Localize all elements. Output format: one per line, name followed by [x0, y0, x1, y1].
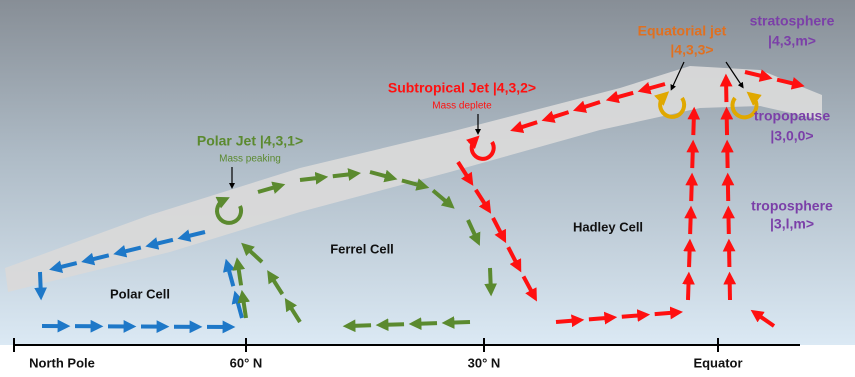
flow-arrow — [333, 174, 355, 176]
flow-arrow — [622, 315, 644, 317]
flow-arrow — [655, 312, 677, 314]
flow-arrow — [382, 324, 404, 325]
jet-note: Mass deplete — [432, 101, 492, 112]
axis-label: 30° N — [468, 355, 501, 370]
diagram: stratosphere |4,3,m> tropopause |3,0,0> … — [0, 0, 855, 377]
jet-name: Equatorial jet — [638, 23, 727, 39]
jet-note: Mass peaking — [219, 154, 281, 165]
flow-arrow — [490, 268, 491, 290]
flow-arrow — [690, 212, 691, 234]
axis-label: Equator — [693, 355, 742, 370]
layer-state: |3,0,0> — [770, 128, 813, 144]
layer-name: tropopause — [754, 108, 830, 124]
jet-name: Polar Jet |4,3,1> — [197, 133, 303, 149]
layer-state: |3,l,m> — [770, 216, 814, 232]
axis-label: 60° N — [230, 355, 263, 370]
flow-arrow — [300, 178, 322, 180]
jet-name: Subtropical Jet |4,3,2> — [388, 80, 536, 96]
flow-arrow — [688, 278, 689, 300]
flow-arrow — [349, 325, 371, 326]
cell-label: Ferrel Cell — [330, 241, 394, 256]
flow-arrow — [693, 113, 694, 135]
flow-arrow — [415, 323, 437, 324]
flow-arrow — [692, 146, 693, 168]
layer-state: |4,3,m> — [768, 33, 816, 49]
layer-name: troposphere — [751, 198, 833, 214]
flow-arrow — [689, 245, 690, 267]
flow-arrow — [556, 320, 578, 322]
flow-arrow — [589, 318, 611, 320]
layer-name: stratosphere — [750, 13, 835, 29]
flow-arrow — [691, 179, 692, 201]
flow-arrow — [448, 322, 470, 323]
axis-label: North Pole — [29, 355, 95, 370]
cell-label: Polar Cell — [110, 286, 170, 301]
cell-label: Hadley Cell — [573, 219, 643, 234]
jet-state: |4,3,3> — [670, 42, 713, 58]
flow-arrow — [40, 272, 41, 294]
